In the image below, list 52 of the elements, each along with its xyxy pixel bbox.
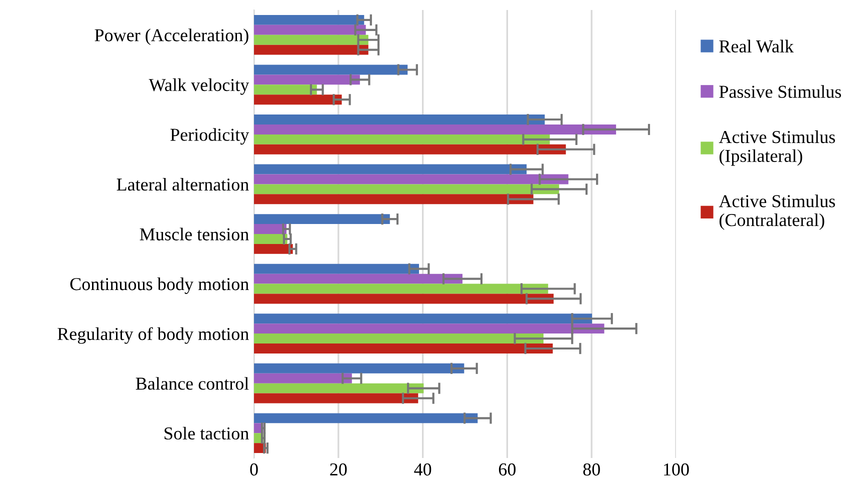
bar [254, 74, 360, 85]
bar [254, 164, 527, 174]
y-tick-label: Sole taction [164, 426, 249, 440]
bar [254, 44, 368, 55]
bar [254, 363, 464, 374]
bar [254, 114, 545, 124]
y-tick-label: Balance control [136, 377, 249, 390]
bar [254, 393, 418, 404]
bar [254, 24, 366, 35]
bar [254, 234, 288, 244]
bar [254, 134, 550, 144]
legend-label: Real Walk [719, 40, 794, 53]
bar [254, 174, 568, 184]
bar [254, 144, 566, 154]
y-tick-label: Walk velocity [148, 78, 250, 95]
bar [254, 344, 553, 354]
bar [254, 34, 368, 45]
bar [254, 244, 293, 254]
bar [254, 264, 419, 274]
x-tick-label: 40 [414, 463, 432, 476]
bar [254, 383, 424, 394]
bar [254, 84, 317, 95]
bar [254, 284, 548, 294]
y-tick-label: Continuous body motion [70, 278, 249, 294]
bar [254, 324, 604, 334]
legend-label: Passive Stimulus [719, 85, 841, 98]
bar [254, 294, 554, 304]
bar [254, 334, 544, 344]
x-tick-label: 60 [498, 463, 516, 476]
x-tick-label: 100 [664, 463, 689, 476]
y-tick-label: Muscle tension [140, 228, 249, 240]
x-tick-label: 80 [583, 463, 600, 476]
legend-label: Active Stimulus (Contralateral) [718, 194, 835, 230]
bar [254, 64, 408, 75]
bar [254, 124, 616, 134]
bar [254, 184, 560, 194]
bar [254, 224, 286, 234]
y-tick-label: Lateral alternation [116, 178, 249, 191]
bar [254, 14, 364, 25]
bar [254, 194, 534, 204]
bar [254, 373, 352, 384]
bar [254, 94, 342, 105]
x-tick-label: 20 [330, 463, 347, 476]
bar [254, 314, 592, 324]
y-tick-label: Periodicity [170, 128, 250, 145]
bar [254, 274, 462, 284]
y-tick-label: Regularity of body motion [58, 327, 249, 344]
bar [254, 214, 390, 224]
x-tick-label: 0 [250, 463, 258, 476]
bar [254, 413, 478, 424]
y-tick-label: Power (Acceleration) [94, 28, 248, 45]
legend-label: Active Stimulus (Ipsilateral) [718, 130, 835, 166]
